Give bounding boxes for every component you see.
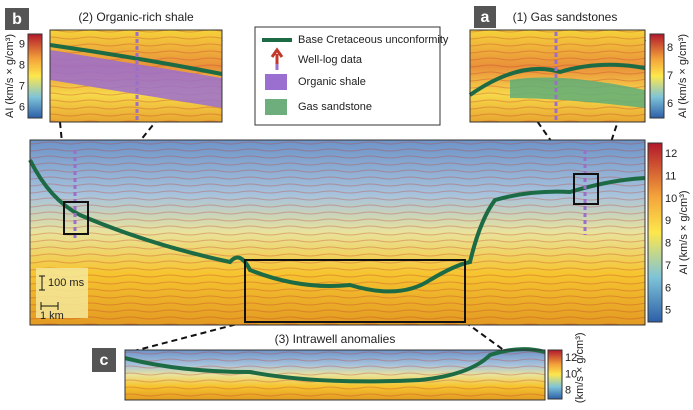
colorbar: [650, 34, 664, 118]
panel-label: a: [481, 9, 490, 26]
colorbar-tick: 6: [665, 282, 671, 294]
colorbar-tick: 5: [665, 305, 671, 317]
scale-time: 100 ms: [48, 277, 85, 289]
panel-title: (1) Gas sandstones: [513, 10, 618, 24]
legend-swatch: [265, 74, 287, 90]
colorbar: [648, 143, 662, 322]
main-section: 100 ms 1 km: [30, 140, 645, 325]
colorbar-tick: 6: [19, 101, 25, 113]
legend-entry: Organic shale: [298, 76, 366, 88]
panel-label: b: [12, 11, 22, 28]
panel-c: c (3) Intrawell anomalies: [92, 332, 545, 400]
colorbar-label: AI (km/s × g/cm³): [678, 190, 690, 274]
legend-entry: Base Cretaceous unconformity: [298, 34, 449, 46]
colorbar-label: AI (km/s × g/cm³): [574, 332, 586, 405]
panel-title: (2) Organic-rich shale: [78, 10, 194, 24]
panel-a: a (1) Gas sandstones: [470, 6, 645, 122]
legend-entry: Gas sandstone: [298, 101, 372, 113]
colorbar-tick: 9: [19, 38, 25, 50]
colorbar-tick: 10: [665, 193, 677, 205]
colorbar-tick: 7: [665, 260, 671, 272]
colorbar-tick: 12: [665, 148, 677, 160]
colorbar-label: AI (km/s × g/cm³): [677, 34, 689, 118]
colorbar-tick: 6: [667, 98, 673, 110]
colorbar-tick: 7: [667, 70, 673, 82]
colorbar-tick: 8: [19, 59, 25, 71]
figure: b (2) Organic-rich shale Base Cretaceous…: [0, 0, 693, 405]
colorbar-tick: 8: [665, 238, 671, 250]
colorbar: [548, 350, 562, 399]
legend: Base Cretaceous unconformity Well-log da…: [255, 27, 449, 125]
colorbar-tick: 9: [665, 215, 671, 227]
colorbar-tick: 8: [667, 42, 673, 54]
legend-swatch: [265, 99, 287, 115]
colorbar: [28, 34, 42, 118]
legend-entry: Well-log data: [298, 54, 363, 66]
colorbar-tick: 7: [19, 80, 25, 92]
texture: [125, 350, 545, 400]
panel-title: (3) Intrawell anomalies: [275, 332, 396, 346]
colorbar-tick: 11: [665, 170, 676, 182]
colorbar-label: AI (km/s × g/cm³): [4, 34, 16, 118]
scale-distance: 1 km: [40, 310, 64, 322]
colorbar-tick: 8: [565, 385, 571, 397]
panel-label: c: [100, 352, 109, 369]
